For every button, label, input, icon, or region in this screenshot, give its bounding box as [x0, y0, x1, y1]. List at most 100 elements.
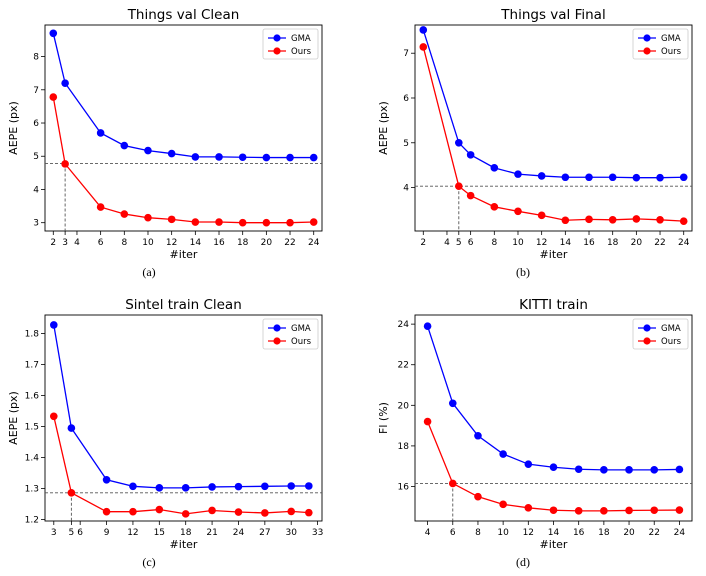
- data-point-ours: [650, 506, 659, 515]
- y-tick-label: 7: [403, 49, 409, 59]
- x-tick-label: 3: [51, 528, 57, 538]
- data-point-gma: [549, 463, 558, 472]
- data-point-gma: [656, 173, 664, 182]
- data-point-ours: [287, 507, 296, 516]
- x-tick-label: 14: [548, 528, 560, 538]
- x-tick-label: 5: [456, 238, 462, 248]
- data-point-gma: [574, 465, 583, 474]
- data-point-gma: [466, 151, 475, 159]
- data-point-gma: [514, 170, 522, 178]
- data-point-gma: [419, 26, 428, 34]
- data-point-gma: [61, 79, 69, 87]
- chart-title: Things val Final: [500, 7, 605, 23]
- y-tick-label: 3: [33, 219, 39, 229]
- data-point-ours: [96, 203, 105, 211]
- x-tick-label: 20: [631, 238, 643, 248]
- data-point-ours: [208, 506, 216, 515]
- data-point-gma: [474, 431, 482, 440]
- data-point-ours: [474, 492, 482, 501]
- data-point-ours: [286, 218, 294, 227]
- data-point-gma: [585, 173, 593, 182]
- legend-label-gma: GMA: [661, 324, 681, 334]
- x-tick-label: 16: [213, 238, 225, 248]
- legend-marker-gma: [643, 324, 651, 332]
- y-tick-label: 22: [398, 361, 409, 371]
- data-point-gma: [155, 484, 164, 492]
- y-tick-label: 24: [398, 320, 410, 330]
- x-tick-label: 10: [497, 528, 509, 538]
- data-point-gma: [238, 153, 247, 162]
- data-point-ours: [574, 507, 583, 515]
- data-point-gma: [305, 482, 313, 490]
- y-axis-label: AEPE (px): [377, 101, 390, 155]
- caption-d: (d): [516, 555, 530, 569]
- data-point-ours: [234, 508, 243, 516]
- data-point-gma: [49, 321, 58, 329]
- data-point-gma: [499, 450, 507, 458]
- x-tick-label: 18: [180, 528, 192, 538]
- data-point-gma: [625, 466, 633, 474]
- plot-frame: [44, 24, 323, 232]
- chart-title: Sintel train Clean: [125, 297, 242, 313]
- y-tick-label: 1.4: [25, 453, 40, 463]
- data-point-ours: [549, 506, 558, 515]
- chart-title: Things val Clean: [127, 7, 240, 23]
- data-point-ours: [608, 216, 617, 224]
- x-tick-label: 20: [261, 238, 273, 248]
- data-point-gma: [102, 476, 111, 484]
- data-point-ours: [49, 93, 58, 101]
- data-point-gma: [144, 146, 152, 155]
- x-tick-label: 5: [69, 528, 75, 538]
- data-point-ours: [490, 203, 499, 211]
- y-tick-label: 6: [33, 119, 39, 129]
- x-tick-label: 14: [190, 238, 202, 248]
- data-point-gma: [261, 482, 269, 491]
- x-axis-label: #iter: [170, 538, 198, 551]
- data-point-gma: [675, 465, 684, 474]
- y-axis-label: AEPE (px): [7, 101, 20, 155]
- x-tick-label: 16: [573, 528, 585, 538]
- y-tick-label: 4: [33, 185, 39, 195]
- data-point-ours: [120, 210, 129, 218]
- data-point-ours: [67, 489, 76, 497]
- series-line-ours: [422, 46, 684, 222]
- x-tick-label: 22: [649, 528, 660, 538]
- data-point-gma: [262, 153, 271, 162]
- x-tick-label: 22: [284, 238, 295, 248]
- data-point-gma: [454, 138, 463, 147]
- x-tick-label: 30: [285, 528, 297, 538]
- data-point-ours: [181, 510, 190, 518]
- x-tick-label: 20: [623, 528, 635, 538]
- legend-marker-gma: [273, 34, 281, 42]
- data-point-ours: [656, 216, 664, 224]
- y-tick-label: 1.7: [25, 361, 39, 371]
- x-tick-label: 24: [233, 528, 245, 538]
- legend-marker-ours: [273, 47, 281, 55]
- x-tick-label: 14: [560, 238, 572, 248]
- data-point-gma: [600, 466, 608, 474]
- data-point-gma: [67, 424, 76, 432]
- data-point-ours: [102, 507, 111, 516]
- x-tick-label: 24: [308, 238, 320, 248]
- x-tick-label: 12: [523, 528, 534, 538]
- caption-a: (a): [142, 265, 156, 279]
- data-point-ours: [144, 213, 152, 222]
- x-tick-label: 18: [598, 528, 610, 538]
- x-axis-label: #iter: [540, 538, 568, 551]
- x-tick-label: 6: [98, 238, 104, 248]
- data-point-ours: [466, 191, 475, 200]
- x-tick-label: 8: [491, 238, 497, 248]
- data-point-ours: [155, 505, 164, 514]
- x-tick-label: 16: [583, 238, 595, 248]
- data-point-ours: [238, 218, 247, 227]
- legend-marker-ours: [643, 337, 651, 345]
- data-point-ours: [499, 500, 507, 509]
- data-point-gma: [490, 164, 499, 172]
- caption-c: (c): [142, 555, 156, 569]
- x-tick-label: 18: [237, 238, 249, 248]
- x-tick-label: 24: [674, 528, 686, 538]
- data-point-gma: [679, 173, 688, 182]
- caption-b: (b): [516, 265, 530, 279]
